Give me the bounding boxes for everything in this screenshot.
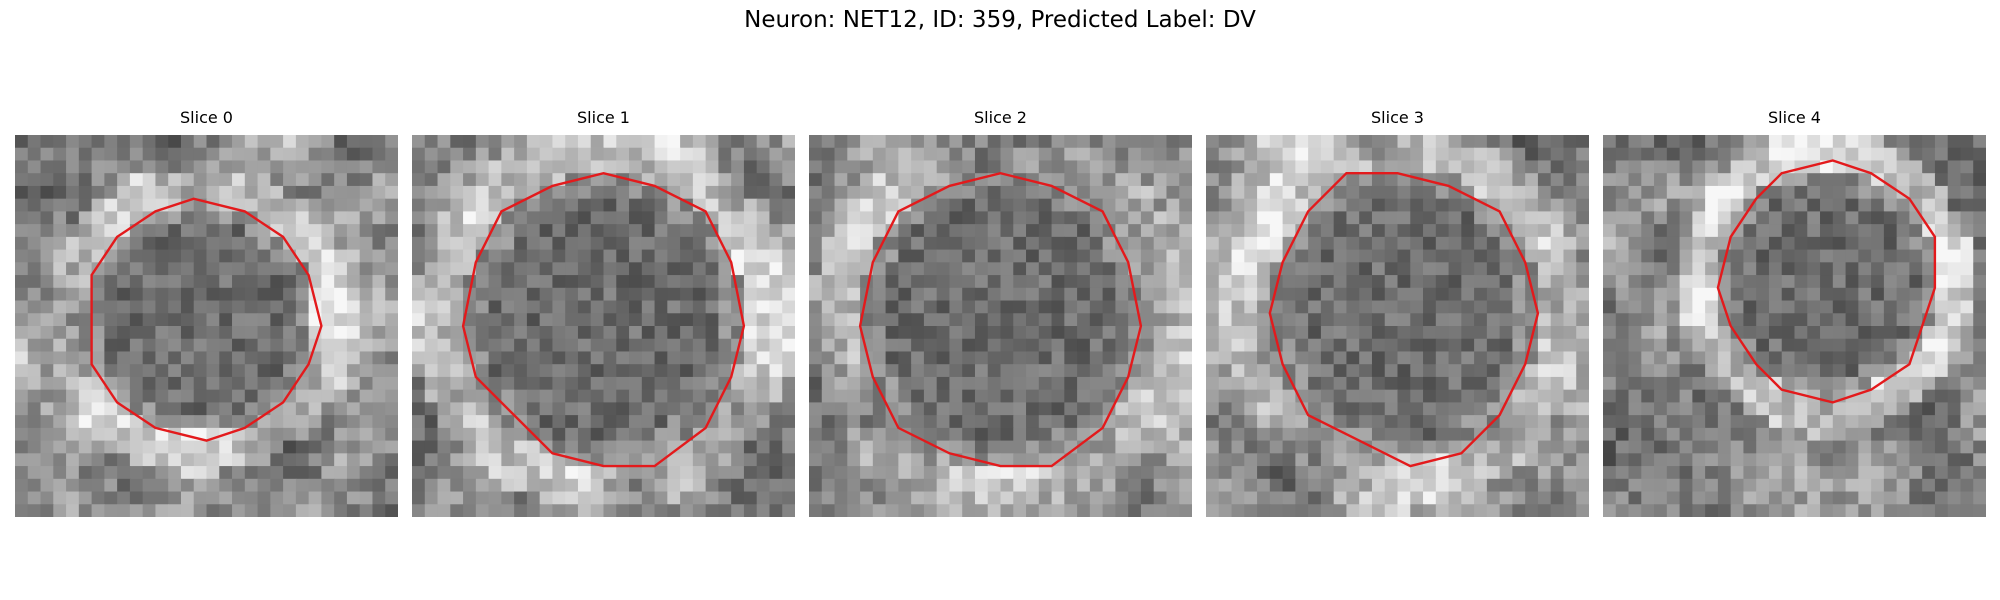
slice-title-0: Slice 0	[180, 108, 233, 127]
slice-image-2	[809, 135, 1192, 517]
figure-title: Neuron: NET12, ID: 359, Predicted Label:…	[744, 7, 1256, 33]
slice-title-1: Slice 1	[577, 108, 630, 127]
segmentation-contour	[90, 197, 323, 442]
segmentation-contour	[461, 171, 746, 468]
slice-title-4: Slice 4	[1768, 108, 1821, 127]
segmentation-contour	[1268, 172, 1540, 468]
slice-image-3	[1206, 135, 1589, 517]
slice-title-3: Slice 3	[1371, 108, 1424, 127]
segmentation-contour	[1716, 159, 1937, 404]
segmentation-contour	[858, 171, 1143, 468]
slice-image-4	[1603, 135, 1986, 517]
slice-title-2: Slice 2	[974, 108, 1027, 127]
slice-image-1	[412, 135, 795, 517]
slice-image-0	[15, 135, 398, 517]
